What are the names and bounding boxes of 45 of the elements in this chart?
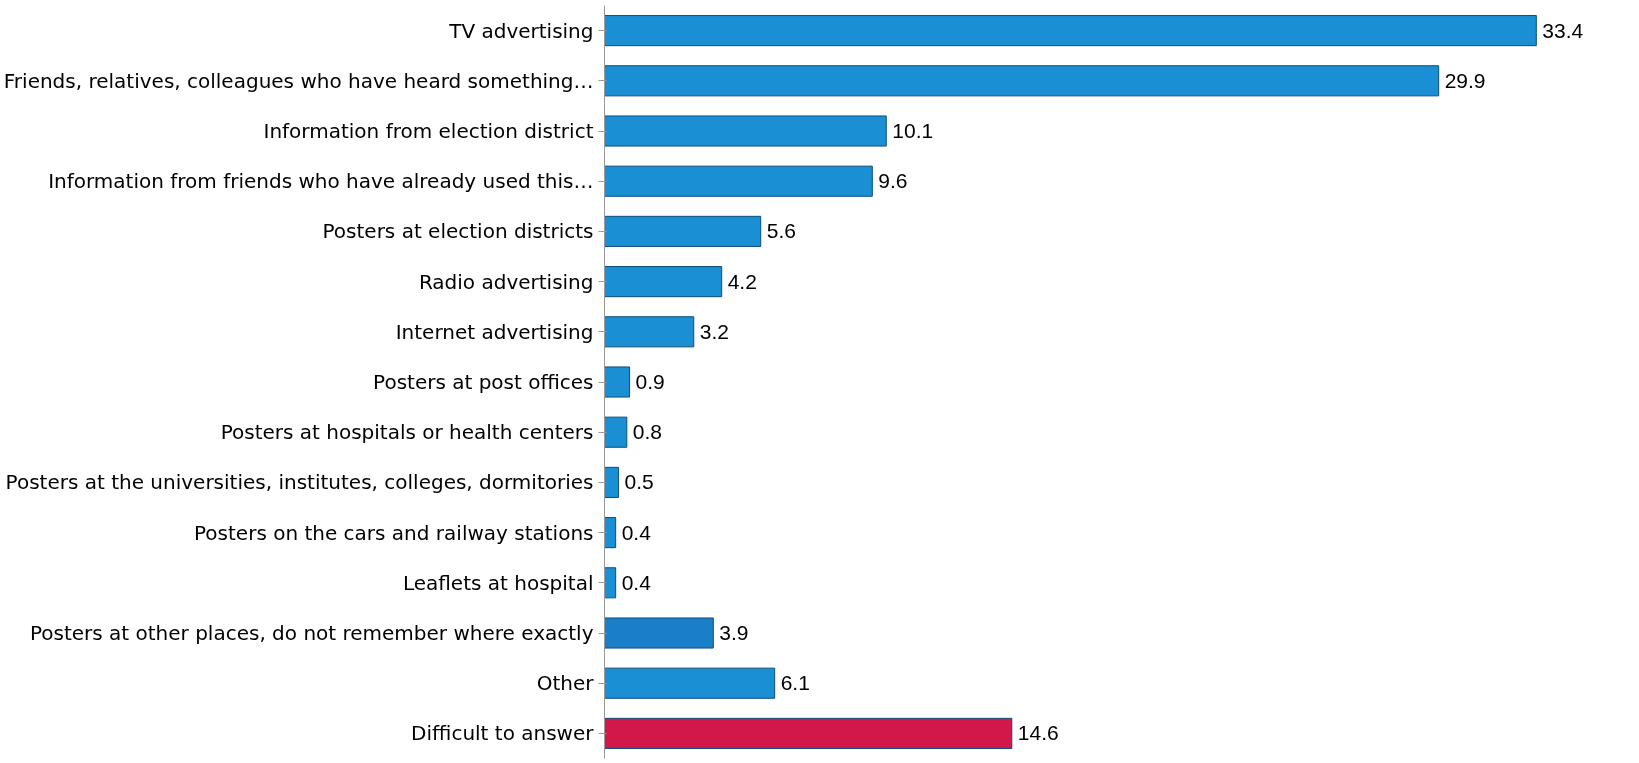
bar: [604, 65, 1440, 97]
bar: [604, 15, 1537, 47]
data-label: 0.9: [635, 370, 665, 393]
data-label: 0.5: [624, 470, 654, 494]
y-tick-label: Friends, relatives, colleagues who have heard something…: [3, 68, 594, 93]
y-tick-label: Posters at the universities, institutes, colleges, dormitories: [5, 470, 594, 495]
y-tick-label: Other: [536, 671, 595, 696]
data-label: 5.6: [766, 219, 796, 243]
data-label: 3.9: [719, 621, 749, 644]
y-tick-label: Posters on the cars and railway stations: [194, 520, 594, 545]
data-label: 0.4: [621, 570, 652, 594]
bar: [604, 366, 631, 398]
data-label: 10.1: [892, 119, 934, 142]
data-label: 14.6: [1017, 721, 1059, 745]
bar: [604, 667, 776, 699]
data-label: 3.2: [699, 319, 729, 343]
y-tick-label: Posters at hospitals or health centers: [220, 420, 594, 445]
y-tick-label: Posters at other places, do not remember where exactly: [29, 621, 594, 645]
bar: [604, 567, 617, 599]
data-label: 6.1: [780, 671, 810, 695]
data-label: 9.6: [878, 169, 908, 193]
data-label: 0.4: [621, 520, 652, 544]
y-tick-label: Leaflets at hospital: [402, 570, 594, 595]
bar: [604, 717, 1013, 749]
bar: [604, 266, 723, 298]
y-tick-label: Internet advertising: [395, 319, 594, 344]
data-label: 4.2: [727, 269, 757, 293]
y-tick-label: Information from friends who have already used this…: [48, 169, 594, 194]
y-tick-label: Posters at election districts: [322, 219, 594, 244]
y-tick-label: Radio advertising: [418, 269, 594, 294]
y-tick-label: TV advertising: [448, 18, 594, 43]
y-tick-label: Difficult to answer: [411, 721, 595, 746]
data-label: 0.8: [632, 420, 663, 444]
bar: [604, 215, 762, 247]
bar: [604, 165, 873, 197]
bar: [604, 316, 695, 348]
data-label: 33.4: [1542, 18, 1584, 42]
bar: [604, 517, 617, 549]
bar: [604, 115, 887, 147]
data-label: 29.9: [1444, 68, 1486, 92]
y-tick-label: Posters at post offices: [373, 370, 594, 394]
bar: [604, 466, 619, 498]
y-tick-label: Information from election district: [263, 119, 594, 143]
bar: [604, 416, 628, 448]
bar: [604, 617, 714, 649]
